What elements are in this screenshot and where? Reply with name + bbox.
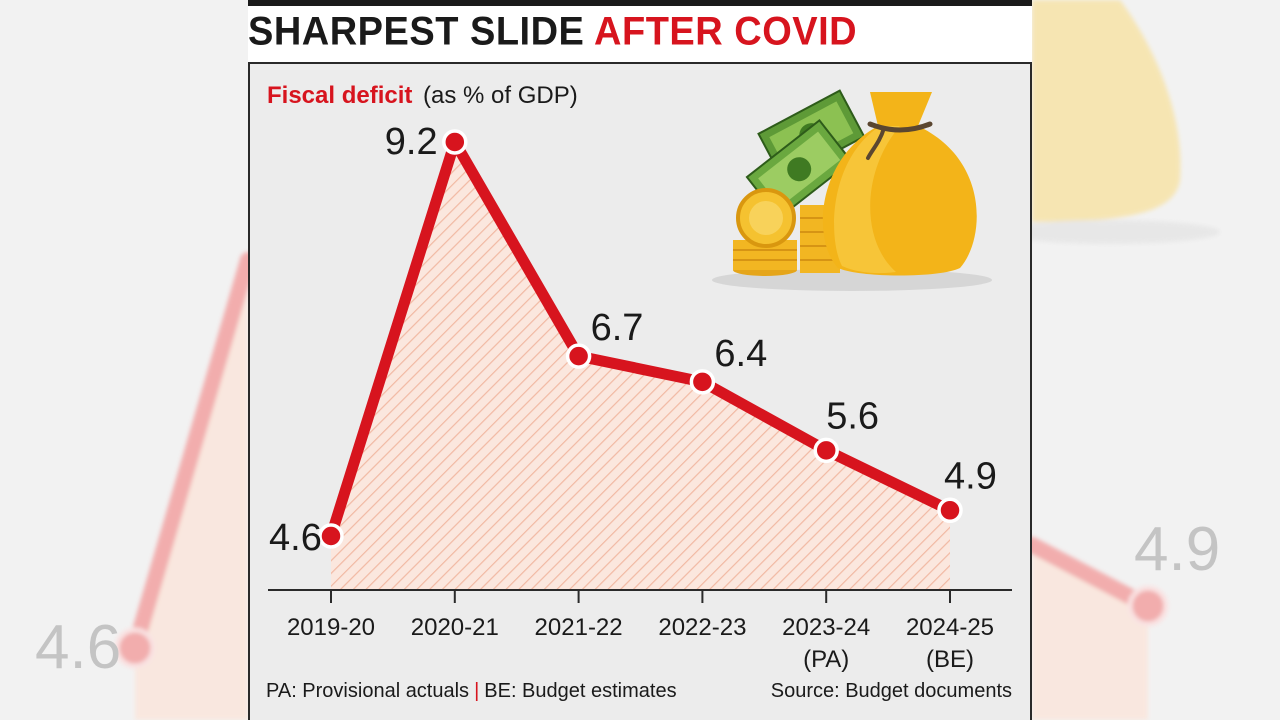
note-pa: PA: Provisional actuals — [266, 680, 470, 702]
data-point — [813, 437, 839, 464]
x-tick-label: 2022-23 — [658, 614, 746, 641]
data-point — [318, 523, 344, 549]
data-point — [565, 343, 592, 369]
data-label: 9.2 — [385, 121, 438, 163]
data-point — [937, 497, 963, 524]
data-label: 6.7 — [591, 307, 644, 349]
x-tick-sublabel: (PA) — [803, 646, 849, 673]
x-tick-label: 2024-25 — [906, 614, 994, 641]
money-bag-coins-cash-icon — [712, 89, 992, 291]
data-point — [442, 129, 468, 155]
x-tick-sublabel: (BE) — [926, 646, 974, 673]
note-separator: | — [474, 680, 480, 702]
headline-red: AFTER COVID — [594, 9, 858, 55]
plot-area: 2019-20 2020-21 2021-22 2022-23 2023-24 (PA) 2… — [268, 121, 1012, 673]
headline: SHARPEST SLIDE AFTER COVID — [248, 9, 1032, 55]
data-label: 5.6 — [826, 395, 879, 437]
chart-subtitle: (as % of GDP) — [423, 82, 578, 109]
x-tick-label: 2019-20 — [287, 614, 375, 641]
data-point — [689, 369, 716, 395]
note-be: BE: Budget estimates — [484, 680, 677, 702]
headline-black: SHARPEST SLIDE — [248, 9, 585, 55]
area-fill — [331, 142, 950, 590]
data-label: 4.6 — [269, 517, 322, 559]
source-note: Source: Budget documents — [770, 680, 1012, 702]
data-label: 4.9 — [944, 455, 997, 497]
bg-label-right: 4.9 — [1134, 515, 1220, 584]
x-tick-label: 2021-22 — [535, 614, 623, 641]
legend-note: PA: Provisional actuals | BE: Budget estim… — [266, 680, 677, 703]
x-tick-label: 2023-24 — [782, 614, 870, 641]
chart-title: Fiscal deficit — [267, 82, 412, 109]
bg-label-left: 4.6 — [35, 613, 121, 682]
x-tick-label: 2020-21 — [411, 614, 499, 641]
top-rule — [248, 0, 1032, 6]
data-label: 6.4 — [714, 333, 767, 375]
series-line — [325, 136, 956, 542]
